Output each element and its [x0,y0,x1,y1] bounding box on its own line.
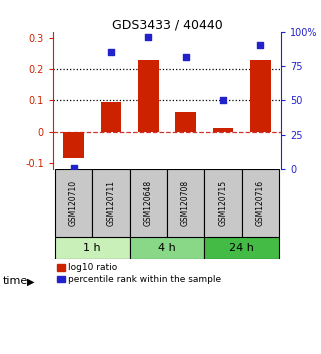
Bar [100,102,121,132]
Bar [55,169,92,238]
Bar [204,169,242,238]
Legend: log10 ratio, percentile rank within the sample: log10 ratio, percentile rank within the … [57,263,221,284]
Bar [130,169,167,238]
Text: 4 h: 4 h [158,243,176,253]
Text: 24 h: 24 h [229,243,254,253]
Text: GSM120715: GSM120715 [219,180,228,226]
Bar [242,169,279,238]
Text: GSM120716: GSM120716 [256,180,265,226]
Point [108,49,113,55]
Bar [138,60,159,132]
Text: GSM120710: GSM120710 [69,180,78,226]
Text: ▶: ▶ [27,276,35,286]
Text: GSM120711: GSM120711 [106,180,115,226]
Bar [213,128,233,132]
Bar [55,238,130,259]
Point [221,98,226,103]
Point [258,42,263,48]
Point [71,165,76,170]
Text: 1 h: 1 h [83,243,101,253]
Text: GSM120648: GSM120648 [144,180,153,226]
Bar [175,112,196,132]
Bar [63,132,84,158]
Point [146,34,151,40]
Bar [130,238,204,259]
Bar [204,238,279,259]
Bar [167,169,204,238]
Point [183,55,188,60]
Text: GSM120708: GSM120708 [181,180,190,226]
Bar [92,169,130,238]
Text: time: time [3,276,29,286]
Bar [250,60,271,132]
Title: GDS3433 / 40440: GDS3433 / 40440 [111,19,222,32]
